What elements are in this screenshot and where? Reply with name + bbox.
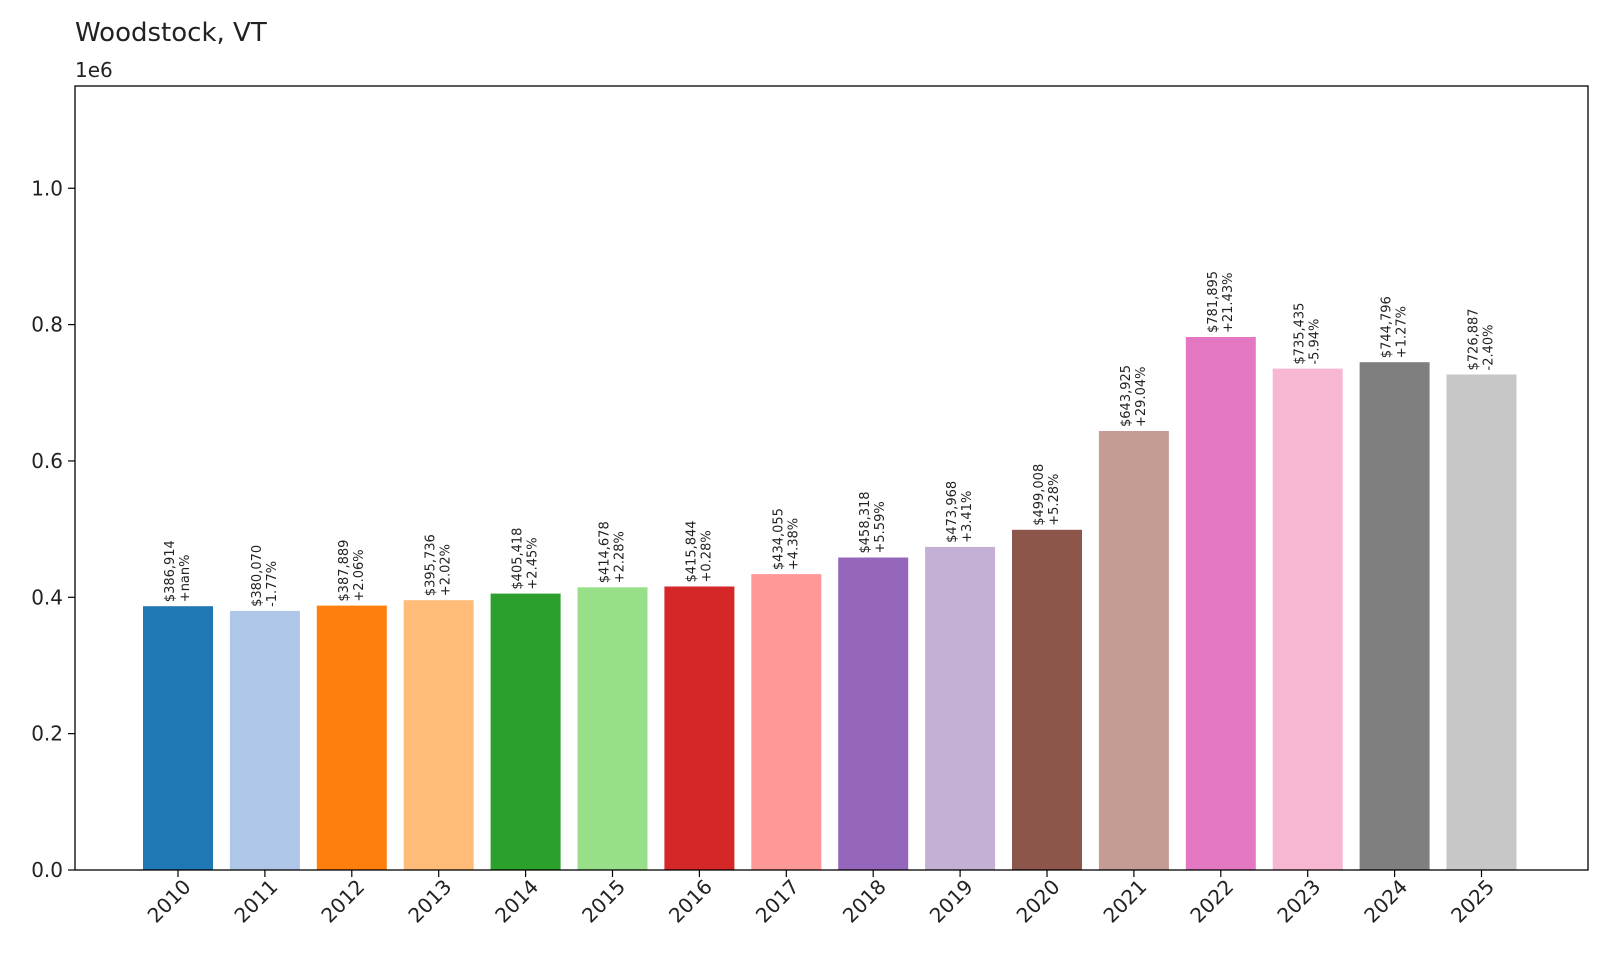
x-tick-label-2011: 2011 (229, 875, 282, 928)
value-label-2019: $473,968 (945, 481, 960, 543)
x-tick-label-2025: 2025 (1446, 875, 1499, 928)
x-tick-label-2024: 2024 (1359, 875, 1412, 928)
value-label-2011: $380,070 (250, 545, 265, 607)
value-label-2018: $458,318 (858, 491, 873, 553)
bar-label-2018: $458,318 +5.59% (858, 491, 888, 553)
change-label-2013: +2.02% (439, 544, 454, 596)
value-label-2014: $405,418 (511, 528, 526, 590)
bar-2013 (403, 600, 474, 870)
bar-label-2025: $726,887 -2.40% (1467, 308, 1497, 370)
change-label-2023: -5.94% (1308, 319, 1323, 365)
bar-label-2011: $380,070 -1.77% (250, 545, 280, 607)
bar-2024 (1359, 362, 1430, 870)
value-label-2021: $643,925 (1119, 365, 1134, 427)
value-label-2020: $499,008 (1032, 464, 1047, 526)
bar-label-2014: $405,418 +2.45% (511, 528, 541, 590)
bar-2020 (1012, 529, 1082, 870)
bar-label-2020: $499,008 +5.28% (1032, 464, 1062, 526)
bar-2021 (1098, 431, 1169, 870)
change-label-2018: +5.59% (873, 501, 888, 553)
change-label-2014: +2.45% (526, 537, 541, 589)
x-tick-label-2021: 2021 (1098, 875, 1151, 928)
x-tick-label-2016: 2016 (664, 875, 717, 928)
change-label-2022: +21.43% (1221, 273, 1236, 333)
value-label-2023: $735,435 (1293, 303, 1308, 365)
x-tick-label-2014: 2014 (490, 875, 543, 928)
change-label-2015: +2.28% (613, 531, 628, 583)
bars-layer (143, 337, 1517, 870)
change-label-2012: +2.06% (352, 549, 367, 601)
value-label-2025: $726,887 (1467, 308, 1482, 370)
x-tick-label-2022: 2022 (1185, 875, 1238, 928)
change-label-2024: +1.27% (1395, 306, 1410, 358)
bar-2025 (1446, 374, 1517, 870)
bar-2018 (838, 557, 909, 870)
change-label-2025: -2.40% (1482, 325, 1497, 371)
value-label-2013: $395,736 (424, 534, 439, 596)
bar-2017 (751, 574, 822, 870)
y-tick-label: 1.0 (31, 176, 63, 200)
bar-2016 (664, 586, 735, 870)
change-label-2021: +29.04% (1134, 367, 1149, 427)
bar-label-2021: $643,925 +29.04% (1119, 365, 1149, 427)
change-label-2020: +5.28% (1047, 474, 1062, 526)
value-label-2024: $744,796 (1380, 296, 1395, 358)
y-tick-label: 0.2 (31, 722, 63, 746)
bar-labels-layer: $386,914 +nan% $380,070 -1.77% $387,889 +2.06… (163, 271, 1497, 607)
bar-2019 (925, 546, 996, 870)
bar-label-2015: $414,678 +2.28% (598, 521, 628, 583)
bar-2014 (490, 593, 561, 870)
x-tick-label-2018: 2018 (838, 875, 891, 928)
bar-2023 (1272, 368, 1343, 870)
y-tick-label: 0.8 (31, 313, 63, 337)
change-label-2017: +4.38% (786, 518, 801, 570)
x-tick-label-2013: 2013 (403, 875, 456, 928)
change-label-2010: +nan% (178, 554, 193, 602)
value-label-2015: $414,678 (598, 521, 613, 583)
x-tick-label-2015: 2015 (577, 875, 630, 928)
x-tick-label-2023: 2023 (1272, 875, 1325, 928)
bar-2012 (316, 605, 387, 870)
y-tick-label: 0.6 (31, 449, 63, 473)
change-label-2011: -1.77% (265, 561, 280, 607)
bar-label-2023: $735,435 -5.94% (1293, 303, 1323, 365)
bar-2022 (1185, 337, 1256, 870)
x-tick-label-2020: 2020 (1012, 875, 1065, 928)
bar-label-2022: $781,895 +21.43% (1206, 271, 1236, 333)
value-label-2016: $415,844 (684, 520, 699, 582)
bar-label-2024: $744,796 +1.27% (1380, 296, 1410, 358)
x-tick-label-2010: 2010 (143, 875, 196, 928)
bar-label-2012: $387,889 +2.06% (337, 540, 367, 602)
change-label-2016: +0.28% (699, 530, 714, 582)
bar-2015 (577, 587, 648, 870)
bar-label-2016: $415,844 +0.28% (684, 520, 714, 582)
change-label-2019: +3.41% (960, 491, 975, 543)
value-label-2017: $434,055 (771, 508, 786, 570)
bar-label-2019: $473,968 +3.41% (945, 481, 975, 543)
value-label-2012: $387,889 (337, 540, 352, 602)
bar-2011 (229, 610, 300, 870)
chart-title: Woodstock, VT (75, 18, 267, 48)
x-tick-label-2019: 2019 (925, 875, 978, 928)
y-axis-offset-label: 1e6 (75, 58, 113, 82)
bar-label-2017: $434,055 +4.38% (771, 508, 801, 570)
value-label-2010: $386,914 (163, 540, 178, 602)
x-tick-label-2017: 2017 (751, 875, 804, 928)
plot-frame (74, 85, 1589, 871)
bar-label-2010: $386,914 +nan% (163, 540, 193, 602)
x-tick-label-2012: 2012 (316, 875, 369, 928)
y-tick-label: 0.0 (31, 858, 63, 882)
bar-2010 (143, 606, 213, 870)
y-tick-label: 0.4 (31, 585, 63, 609)
value-label-2022: $781,895 (1206, 271, 1221, 333)
bar-label-2013: $395,736 +2.02% (424, 534, 454, 596)
